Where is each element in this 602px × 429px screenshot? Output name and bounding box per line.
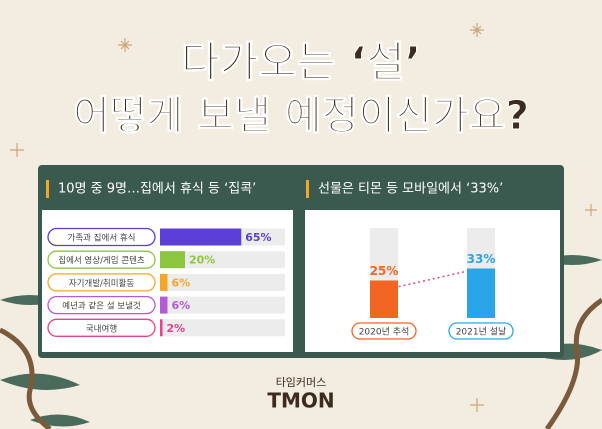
chart-title: 10명 중 9명…집에서 휴식 등 ‘집콕’ — [58, 182, 256, 197]
category-pill — [448, 322, 514, 340]
branch-right — [544, 297, 602, 429]
bar — [370, 280, 398, 318]
bar-track — [160, 251, 285, 269]
bar — [160, 319, 163, 337]
sparkles — [10, 23, 597, 412]
bar-track — [160, 319, 285, 337]
value-label: 20% — [189, 254, 215, 267]
category-pill — [47, 250, 156, 269]
bar-track — [160, 296, 285, 314]
category-pill — [47, 295, 156, 315]
value-label: 6% — [172, 299, 191, 312]
value-label: 25% — [370, 264, 399, 278]
accent — [46, 180, 49, 198]
card — [305, 210, 560, 352]
category-label: 예년과 같은 설 보낼것 — [62, 301, 141, 312]
title-line-2: 어떻게 보낼 예정이신가요? — [73, 93, 529, 139]
bar — [160, 228, 242, 246]
bar-track — [160, 273, 285, 291]
bar — [160, 296, 168, 314]
bar — [160, 273, 168, 291]
bar — [160, 251, 185, 269]
category-pill — [351, 322, 417, 340]
category-label: 가족과 집에서 휴식 — [68, 233, 136, 244]
category-pill — [47, 227, 156, 247]
category-label: 자기개발/취미활동 — [69, 278, 135, 289]
category-pill — [47, 273, 156, 292]
brand: TMON — [267, 389, 334, 413]
category-label: 집에서 영상/게임 콘텐츠 — [58, 255, 145, 266]
category-label: 국내여행 — [86, 323, 117, 334]
category-label: 2021년 설날 — [456, 327, 507, 338]
category-label: 2020년 추석 — [359, 327, 410, 338]
brand-sub: 타임커머스 — [276, 376, 327, 389]
value-label: 33% — [467, 252, 496, 266]
value-label: 65% — [245, 231, 271, 244]
value-label: 6% — [172, 276, 191, 289]
value-label: 2% — [167, 322, 186, 335]
accent — [306, 180, 309, 198]
branch-left — [0, 327, 52, 429]
chart-title: 선물은 티몬 등 모바일에서 ‘33%’ — [318, 182, 503, 197]
trend-connector — [383, 267, 482, 291]
title-line-1: 다가오는 ‘설’ — [181, 38, 421, 87]
bar — [467, 268, 495, 318]
category-pill — [47, 318, 156, 337]
